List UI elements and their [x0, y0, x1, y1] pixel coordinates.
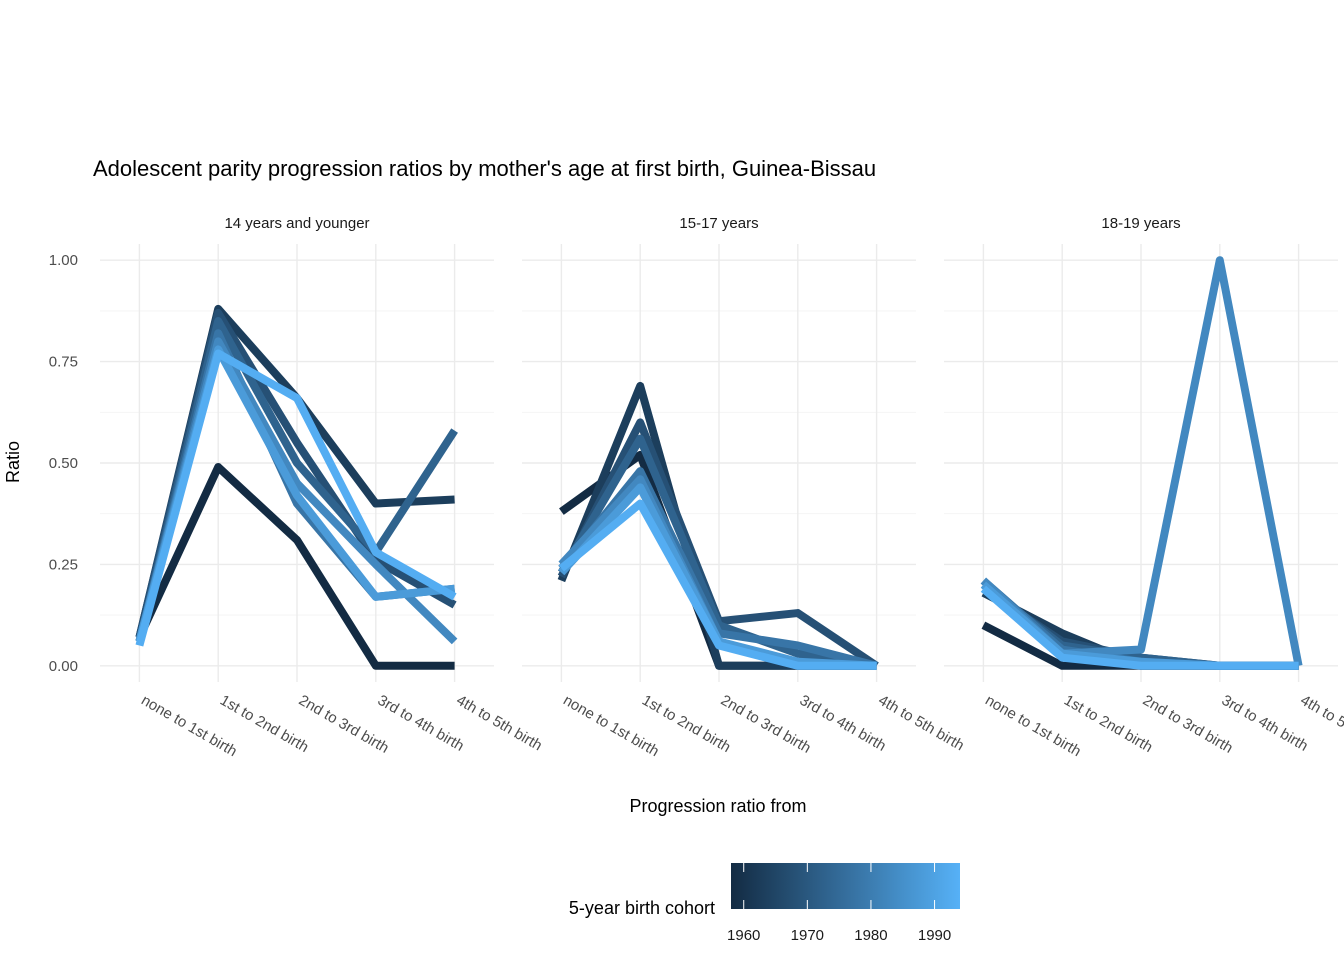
y-tick-label: 0.25 [49, 556, 78, 573]
y-tick-label: 0.00 [49, 658, 78, 675]
colorbar [731, 863, 960, 909]
series-line [135, 349, 457, 647]
series-line [135, 463, 455, 670]
x-tick-label: 4th to 5th birth [875, 692, 967, 755]
y-tick-label: 0.50 [49, 455, 78, 472]
x-tick-label: 4th to 5th birth [453, 692, 545, 755]
legend-tick-label: 1970 [791, 927, 824, 944]
y-tick-label: 0.75 [49, 354, 78, 371]
legend-tick-label: 1960 [727, 927, 760, 944]
panel-title: 15-17 years [679, 215, 758, 232]
y-axis-title: Ratio [3, 441, 23, 483]
legend-title: 5-year birth cohort [569, 898, 715, 918]
x-axis-title: Progression ratio from [629, 796, 806, 816]
chart-title: Adolescent parity progression ratios by … [93, 156, 876, 181]
panel-title: 14 years and younger [224, 215, 369, 232]
legend-tick-label: 1990 [918, 927, 951, 944]
series-line [558, 499, 877, 670]
series-line [980, 585, 1299, 670]
panel-title: 18-19 years [1101, 215, 1180, 232]
legend-tick-label: 1980 [854, 927, 887, 944]
y-tick-label: 1.00 [49, 252, 78, 269]
